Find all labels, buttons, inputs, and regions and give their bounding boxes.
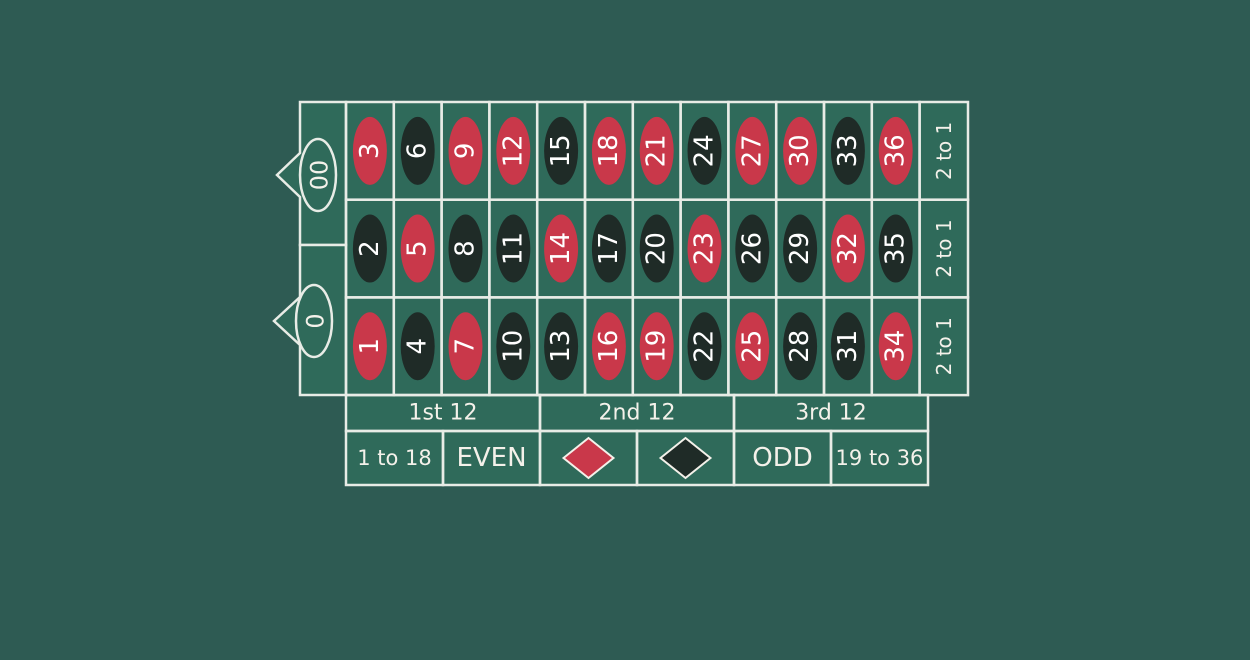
number-oval-black (735, 214, 770, 283)
number-oval-black (496, 312, 531, 381)
number-label: 17 (594, 232, 624, 265)
zero-label: 0 (300, 313, 328, 328)
number-label: 27 (737, 134, 767, 167)
outside-bet-label: ODD (752, 443, 813, 473)
column-bet-label: 2 to 1 (932, 122, 956, 180)
number-label: 23 (690, 232, 720, 265)
number-label: 21 (642, 134, 672, 167)
number-oval-black (544, 312, 579, 381)
number-oval-black (783, 312, 818, 381)
number-oval-black (448, 214, 483, 283)
number-label: 12 (498, 134, 528, 167)
dozen-label: 2nd 12 (599, 401, 676, 426)
number-label: 26 (737, 232, 767, 265)
number-label: 25 (737, 330, 767, 363)
number-label: 2 (355, 240, 385, 257)
number-label: 35 (881, 232, 911, 265)
outside-bet-label: 19 to 36 (836, 446, 924, 470)
zero-oval-0[interactable] (294, 283, 334, 359)
number-oval-red (878, 312, 913, 381)
number-oval-black (544, 116, 579, 185)
number-oval-red (352, 116, 387, 185)
number-label: 10 (498, 330, 528, 363)
number-label: 15 (546, 134, 576, 167)
number-oval-black (400, 312, 435, 381)
zero-area-2 (272, 243, 348, 397)
number-oval-red (878, 116, 913, 185)
number-label: 29 (785, 232, 815, 265)
dozen-label: 1st 12 (408, 401, 477, 426)
number-oval-red (783, 116, 818, 185)
zero-oval-00[interactable] (298, 137, 338, 213)
number-label: 19 (642, 330, 672, 363)
column-bet-label: 2 to 1 (932, 317, 956, 375)
number-label: 4 (403, 338, 433, 355)
number-label: 24 (690, 134, 720, 167)
number-oval-red (448, 116, 483, 185)
number-label: 18 (594, 134, 624, 167)
number-label: 8 (451, 240, 481, 257)
number-oval-red (639, 116, 674, 185)
number-label: 33 (833, 134, 863, 167)
number-label: 7 (451, 338, 481, 355)
number-oval-red (352, 312, 387, 381)
red-diamond-icon (561, 436, 616, 480)
number-label: 22 (690, 330, 720, 363)
number-label: 36 (881, 134, 911, 167)
number-label: 13 (546, 330, 576, 363)
outside-bet-label: 1 to 18 (357, 446, 432, 470)
black-diamond-icon (658, 436, 713, 480)
number-label: 9 (451, 143, 481, 160)
number-oval-red (448, 312, 483, 381)
column-bet-3[interactable] (918, 296, 970, 397)
column-bet-label: 2 to 1 (932, 219, 956, 277)
number-oval-black (496, 214, 531, 283)
dozen-label: 3rd 12 (795, 401, 867, 426)
number-label: 28 (785, 330, 815, 363)
number-oval-black (687, 312, 722, 381)
number-oval-black (352, 214, 387, 283)
number-oval-red (639, 312, 674, 381)
number-oval-red (544, 214, 579, 283)
outside-bet-19-to-36[interactable] (829, 429, 930, 487)
number-label: 6 (403, 143, 433, 160)
number-label: 1 (355, 338, 385, 355)
number-oval-red (496, 116, 531, 185)
number-oval-red (591, 116, 626, 185)
number-oval-black (783, 214, 818, 283)
number-oval-black (591, 214, 626, 283)
number-label: 30 (785, 134, 815, 167)
number-oval-black (830, 116, 865, 185)
number-oval-black (878, 214, 913, 283)
number-label: 3 (355, 143, 385, 160)
number-oval-black (830, 312, 865, 381)
number-oval-red (735, 312, 770, 381)
number-label: 14 (546, 232, 576, 265)
number-label: 32 (833, 232, 863, 265)
number-label: 31 (833, 330, 863, 363)
number-oval-red (400, 214, 435, 283)
number-oval-red (591, 312, 626, 381)
number-label: 16 (594, 330, 624, 363)
number-label: 11 (498, 232, 528, 265)
number-oval-black (400, 116, 435, 185)
number-label: 5 (403, 240, 433, 257)
number-label: 20 (642, 232, 672, 265)
number-oval-black (639, 214, 674, 283)
number-oval-red (735, 116, 770, 185)
number-oval-red (830, 214, 865, 283)
number-label: 34 (881, 330, 911, 363)
outside-bet-label: EVEN (456, 443, 526, 473)
number-oval-red (687, 214, 722, 283)
number-oval-black (687, 116, 722, 185)
zero-label: 00 (304, 160, 332, 191)
